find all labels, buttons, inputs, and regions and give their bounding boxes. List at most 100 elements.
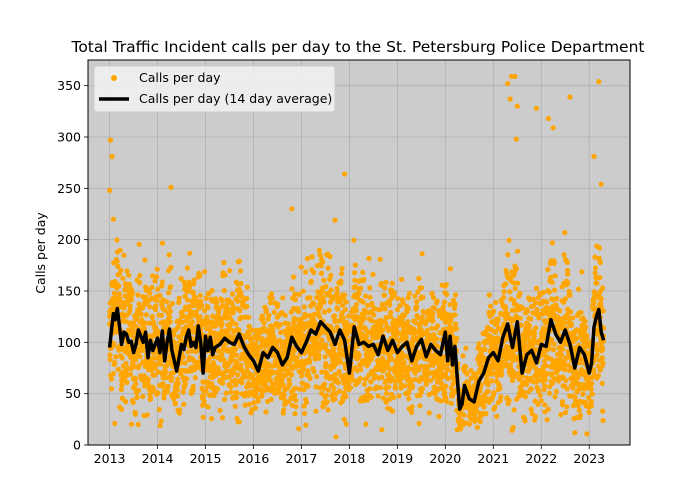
scatter-point (127, 371, 134, 377)
scatter-point (158, 361, 164, 367)
scatter-point (249, 327, 255, 333)
scatter-point (540, 289, 546, 295)
scatter-point (443, 383, 449, 389)
scatter-point (155, 286, 161, 292)
scatter-point (565, 271, 571, 277)
scatter-point (291, 315, 297, 321)
scatter-point (415, 289, 421, 295)
scatter-point (395, 295, 401, 302)
scatter-point (316, 352, 322, 358)
scatter-point (268, 300, 274, 306)
scatter-point (388, 309, 394, 315)
scatter-point (476, 341, 482, 347)
scatter-point-outlier (513, 136, 519, 142)
scatter-point (229, 291, 236, 297)
scatter-point (467, 421, 473, 427)
scatter-point (213, 296, 219, 302)
x-tick-label: 2019 (381, 451, 413, 466)
y-axis: 0 50 100 150 200 250 300 350 (57, 78, 88, 453)
scatter-point (176, 295, 182, 301)
y-tick-label: 300 (57, 130, 81, 145)
scatter-point (155, 390, 161, 396)
scatter-point (141, 325, 147, 331)
scatter-point (409, 384, 415, 390)
scatter-point (549, 240, 556, 246)
scatter-point (260, 315, 266, 321)
scatter-point (353, 302, 359, 308)
scatter-point (133, 376, 139, 382)
scatter-point (159, 283, 165, 289)
scatter-point (182, 381, 188, 387)
scatter-point (293, 364, 299, 370)
scatter-point (557, 308, 563, 314)
scatter-point (589, 380, 595, 386)
scatter-point (149, 284, 155, 290)
scatter-point (528, 316, 534, 322)
scatter-point (549, 279, 555, 285)
scatter-point (378, 385, 384, 391)
chart-title: Total Traffic Incident calls per day to … (70, 38, 644, 56)
scatter-point (209, 416, 215, 422)
scatter-point (491, 390, 497, 396)
scatter-point (420, 294, 426, 300)
scatter-point (135, 292, 141, 298)
scatter-point (318, 270, 324, 276)
scatter-point (559, 399, 566, 405)
scatter-point (327, 293, 333, 299)
scatter-point (512, 285, 518, 291)
scatter-point (440, 304, 446, 310)
scatter-point (351, 237, 357, 243)
scatter-point (358, 285, 364, 291)
scatter-point (219, 352, 225, 358)
scatter-point (594, 280, 600, 286)
scatter-point (339, 271, 345, 277)
scatter-point (327, 253, 333, 260)
scatter-point (394, 307, 400, 313)
scatter-point (483, 411, 489, 417)
scatter-point (499, 359, 505, 365)
scatter-point (123, 360, 129, 367)
scatter-point (598, 296, 604, 302)
scatter-point (375, 393, 381, 399)
scatter-point (400, 300, 406, 306)
scatter-point (109, 386, 115, 392)
scatter-point (561, 320, 567, 326)
scatter-point (379, 427, 385, 433)
scatter-point (187, 250, 193, 256)
scatter-point (379, 374, 385, 380)
scatter-point (336, 388, 343, 394)
scatter-point (507, 289, 513, 295)
scatter-point (280, 295, 286, 301)
scatter-point (292, 411, 298, 417)
scatter-point (460, 353, 466, 359)
scatter-point (265, 361, 271, 367)
scatter-point (319, 369, 325, 375)
scatter-point (503, 306, 509, 312)
scatter-point (589, 391, 595, 397)
scatter-point (227, 325, 233, 331)
scatter-point (418, 326, 424, 333)
scatter-point (452, 305, 458, 311)
legend-marker-scatter (111, 75, 117, 81)
scatter-point (592, 254, 598, 260)
scatter-point (521, 389, 527, 395)
scatter-point (124, 379, 130, 386)
scatter-point (178, 276, 184, 282)
scatter-point (118, 267, 124, 273)
scatter-point (139, 347, 145, 353)
scatter-point (185, 349, 191, 355)
scatter-point (352, 277, 358, 283)
scatter-point (238, 366, 245, 372)
scatter-point (590, 306, 596, 312)
scatter-point (405, 295, 411, 301)
scatter-point (591, 300, 597, 306)
scatter-point (107, 352, 113, 358)
scatter-point (144, 412, 150, 418)
scatter-point (197, 273, 203, 279)
scatter-point (301, 387, 307, 393)
scatter-point (196, 359, 202, 365)
scatter-point (598, 304, 604, 310)
scatter-point (528, 406, 534, 412)
scatter-point (559, 325, 565, 331)
scatter-point (320, 295, 326, 301)
